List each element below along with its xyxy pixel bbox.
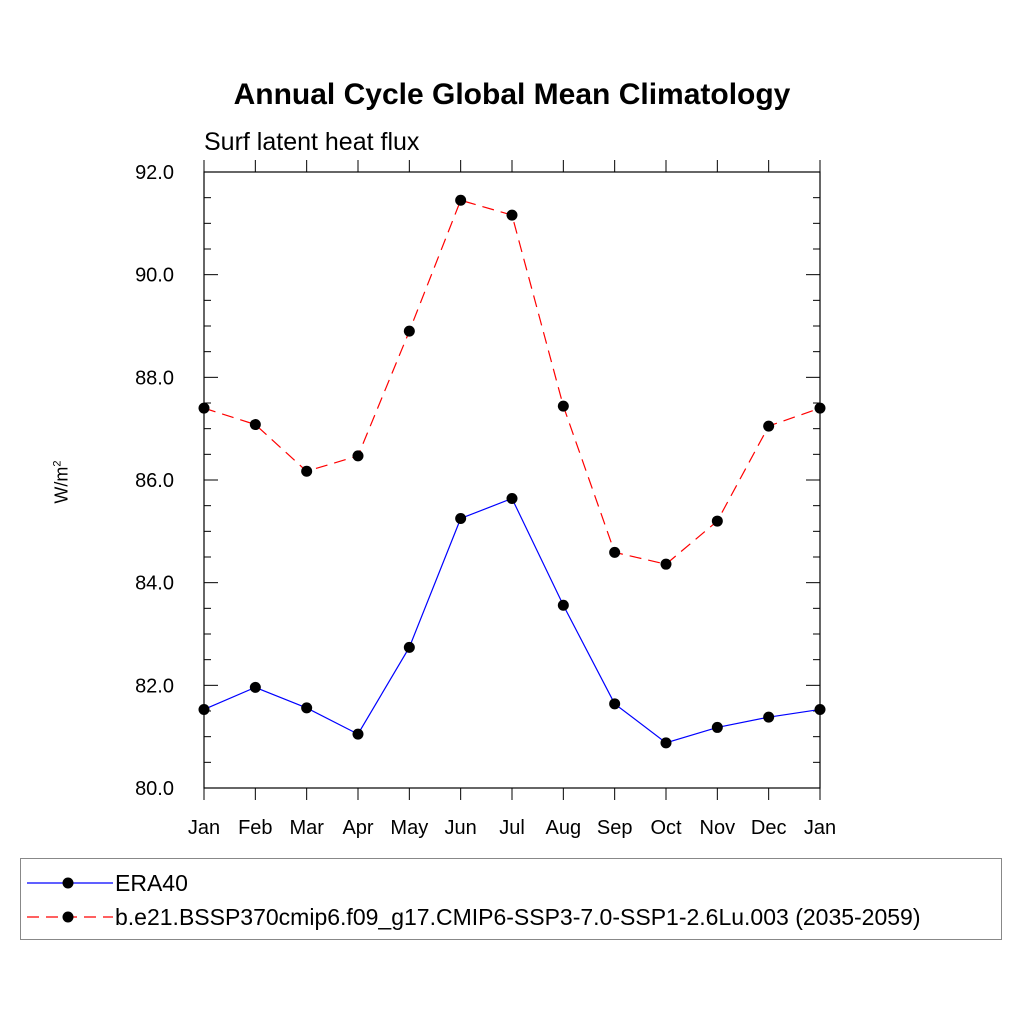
series-0-point — [249, 681, 261, 693]
series-1-point — [198, 402, 210, 414]
y-tick-label: 84.0 — [135, 573, 174, 595]
y-axis-label: W/m2 — [51, 460, 72, 504]
series-1-point — [557, 400, 569, 412]
series-1-point — [814, 402, 826, 414]
legend-item-era40: ERA40 — [21, 869, 1001, 899]
legend: ERA40 b.e21.BSSP370cmip6.f09_g17.CMIP6-S… — [20, 858, 1002, 940]
x-tick-label: Nov — [700, 817, 736, 839]
series-1-point — [455, 194, 467, 206]
x-tick-label: Jul — [499, 817, 525, 839]
x-tick-label: Feb — [238, 817, 272, 839]
series-1-point — [352, 450, 364, 462]
x-tick-label: Jan — [804, 817, 836, 839]
series-1-point — [249, 419, 261, 431]
series-0-point — [301, 702, 313, 714]
series-line-0 — [203, 497, 821, 744]
chart-subtitle: Surf latent heat flux — [204, 128, 420, 156]
x-tick-label: Sep — [597, 817, 633, 839]
series-0-point — [403, 641, 415, 653]
chart-title: Annual Cycle Global Mean Climatology — [233, 78, 791, 111]
x-tick-label: Dec — [751, 817, 787, 839]
series-0-point — [506, 492, 518, 504]
series-0-point — [763, 711, 775, 723]
series-1-point — [660, 558, 672, 570]
series-0-point — [660, 737, 672, 749]
series-1-point — [711, 515, 723, 527]
x-tick-label: May — [390, 817, 428, 839]
y-tick-label: 90.0 — [135, 265, 174, 287]
series-line-1 — [203, 199, 821, 565]
series-0-point — [711, 721, 723, 733]
legend-swatch-era40 — [27, 877, 113, 889]
x-tick-label: Aug — [546, 817, 582, 839]
y-tick-label: 82.0 — [135, 675, 174, 697]
x-tick-label: Apr — [342, 817, 373, 839]
series-0-point — [198, 703, 210, 715]
y-tick-label: 92.0 — [135, 162, 174, 184]
series-0-point — [609, 698, 621, 710]
y-tick-label: 86.0 — [135, 470, 174, 492]
series-0-point — [557, 599, 569, 611]
series-1-point — [506, 209, 518, 221]
x-tick-label: Jun — [445, 817, 477, 839]
x-tick-label: Oct — [650, 817, 682, 839]
series-1-point — [763, 420, 775, 432]
legend-label-era40: ERA40 — [115, 870, 188, 896]
series-0-point — [455, 513, 467, 524]
series-1-point — [301, 465, 313, 477]
series-0-point — [814, 703, 826, 715]
legend-swatch-model — [27, 911, 113, 923]
x-tick-label: Mar — [289, 817, 324, 839]
series-1-point — [609, 546, 621, 558]
y-tick-label: 88.0 — [135, 367, 174, 389]
plot-frame — [203, 171, 821, 789]
y-tick-label: 80.0 — [135, 778, 174, 800]
series-0-point — [352, 728, 364, 740]
legend-label-model: b.e21.BSSP370cmip6.f09_g17.CMIP6-SSP3-7.… — [115, 904, 921, 930]
legend-item-model: b.e21.BSSP370cmip6.f09_g17.CMIP6-SSP3-7.… — [21, 903, 1001, 933]
x-tick-label: Jan — [188, 817, 220, 839]
series-1-point — [403, 325, 415, 337]
